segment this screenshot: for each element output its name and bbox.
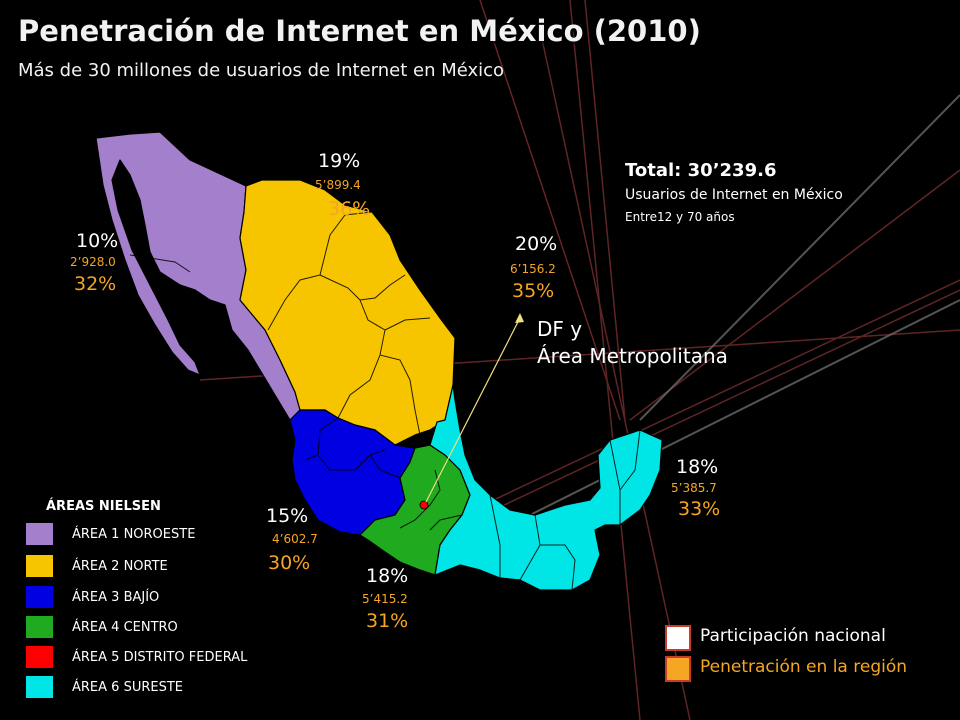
df-pointer-arrow	[515, 313, 524, 323]
bajio-users: 4’602.7	[272, 532, 318, 546]
state-borders	[129, 211, 641, 591]
norte-penetration: 36%	[328, 198, 371, 220]
region-sureste	[429, 384, 663, 591]
df-area-label: DF y Área Metropolitana	[537, 316, 728, 370]
legend-title: ÁREAS NIELSEN	[46, 499, 161, 514]
df-label-line2: Área Metropolitana	[537, 344, 728, 368]
legend-label: ÁREA 5 DISTRITO FEDERAL	[72, 650, 248, 665]
legend-label: ÁREA 2 NORTE	[72, 559, 168, 574]
sureste-users: 5’385.7	[671, 481, 717, 495]
centro-share: 18%	[366, 565, 409, 587]
sureste-share: 18%	[676, 456, 719, 478]
df-users: 6’156.2	[510, 262, 556, 276]
legend-swatch	[26, 586, 53, 608]
noroeste-users: 2’928.0	[70, 255, 116, 269]
centro-users: 5’415.2	[362, 592, 408, 606]
noroeste-share: 10%	[76, 230, 119, 252]
legend-label: ÁREA 6 SURESTE	[72, 680, 183, 695]
region-norte	[239, 179, 456, 446]
noroeste-penetration: 32%	[74, 273, 117, 295]
legend-swatch	[26, 646, 53, 668]
legend-swatch	[26, 523, 53, 545]
total-description: Usuarios de Internet en México	[625, 187, 843, 203]
norte-share: 19%	[318, 150, 361, 172]
df-penetration: 35%	[512, 280, 555, 302]
key-penetration-label: Penetración en la región	[700, 657, 908, 677]
df-label-line1: DF y	[537, 317, 583, 341]
bajio-share: 15%	[266, 505, 309, 527]
bajio-penetration: 30%	[268, 552, 311, 574]
total-value: Total: 30’239.6	[625, 160, 777, 181]
legend-swatch	[26, 676, 53, 698]
key-penetration-swatch	[665, 656, 691, 682]
legend-label: ÁREA 3 BAJÍO	[72, 590, 160, 605]
total-age-range: Entre12 y 70 años	[625, 210, 735, 224]
legend-label: ÁREA 4 CENTRO	[72, 620, 178, 635]
page-title: Penetración de Internet en México (2010)	[18, 14, 701, 48]
legend-swatch	[26, 555, 53, 577]
legend-swatch	[26, 616, 53, 638]
df-pointer-line	[425, 317, 521, 503]
df-share: 20%	[515, 233, 558, 255]
key-participation-swatch	[665, 625, 691, 651]
page-subtitle: Más de 30 millones de usuarios de Intern…	[18, 60, 505, 81]
region-df	[419, 500, 429, 510]
sureste-penetration: 33%	[678, 498, 721, 520]
key-participation-label: Participación nacional	[700, 626, 886, 646]
legend-label: ÁREA 1 NOROESTE	[72, 527, 196, 542]
norte-users: 5’899.4	[315, 178, 361, 192]
centro-penetration: 31%	[366, 610, 409, 632]
